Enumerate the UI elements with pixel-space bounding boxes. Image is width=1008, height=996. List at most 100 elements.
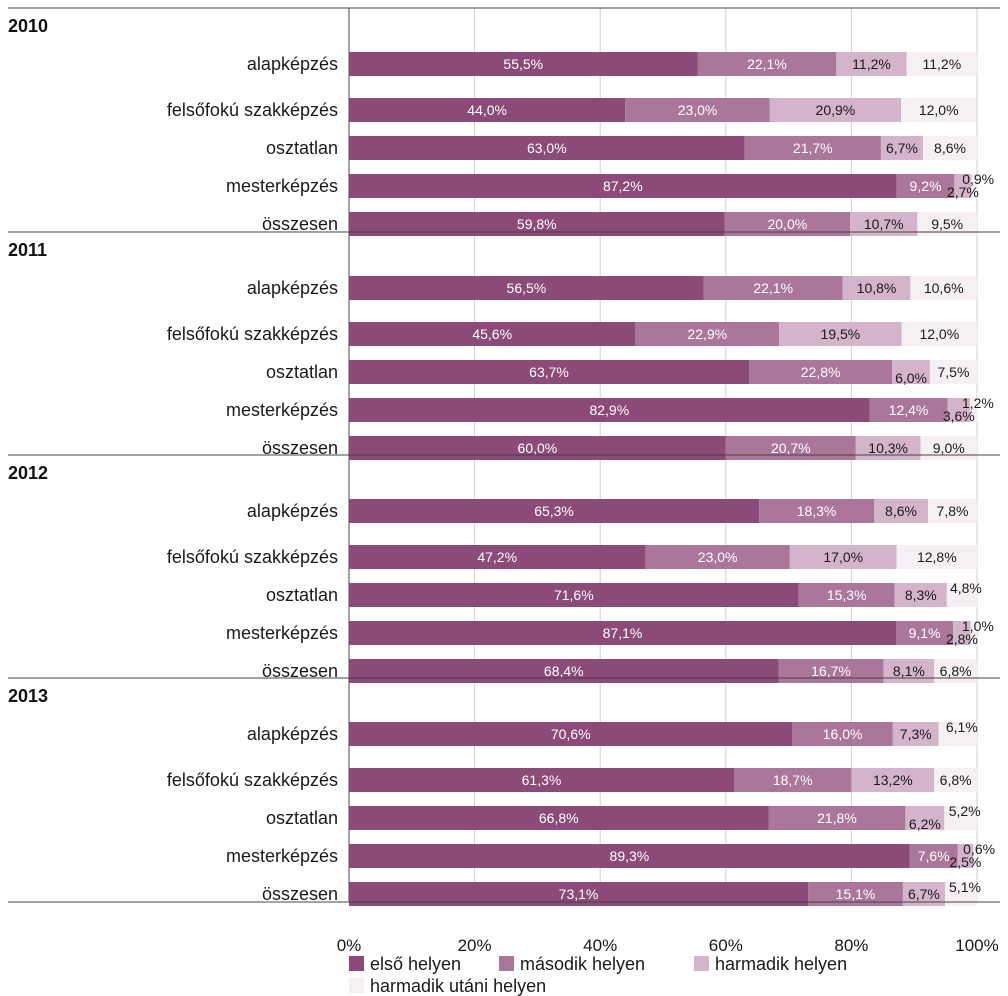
bar-value-label: 10,7% [864,216,904,232]
bar-value-label: 10,6% [924,280,964,296]
bar-segment-first [349,768,734,792]
bar-segment-first [349,806,769,830]
bar-segment-first [349,174,897,198]
bar-segment-first [349,722,793,746]
bar-value-label: 60,0% [518,440,558,456]
bar-segment-second [625,98,770,122]
x-tick-label: 0% [337,936,362,955]
bar-value-label: 23,0% [698,549,738,565]
bar-segment-after-third [910,276,977,300]
bar-value-label: 7,5% [937,364,969,380]
bar-segment-third [953,621,971,645]
bar-segment-after-third [971,174,977,198]
year-heading: 2012 [8,463,48,483]
bar-segment-after-third [901,322,977,346]
bar-segment-third [789,545,897,569]
legend-label: harmadik helyen [715,954,847,974]
bar-segment-third [883,659,935,683]
bar-segment-first [349,322,636,346]
bar-segment-second [749,360,893,384]
bar-segment-after-third [920,436,977,460]
bar-value-label: 6,8% [940,772,972,788]
bar-value-label: 47,2% [477,549,517,565]
bar-segment-after-third [929,360,977,384]
bar-segment-first [349,621,896,645]
bar-segment-first [349,499,760,523]
bar-segment-first [349,545,646,569]
bar-value-label: 0,6% [963,841,995,857]
bar-segment-after-third [934,659,977,683]
bar-segment-second [703,276,843,300]
x-tick-label: 20% [458,936,492,955]
bar-segment-second [645,545,790,569]
bar-value-label: 12,0% [919,102,959,118]
bar-value-label: 5,2% [949,803,981,819]
bar-value-label: 9,0% [933,440,965,456]
bar-segment-first [349,436,726,460]
bar-value-label: 22,9% [687,326,727,342]
bar-value-label: 6,2% [909,816,941,832]
bar-value-label: 82,9% [589,402,629,418]
year-heading: 2013 [8,686,48,706]
bar-segment-third [892,360,930,384]
bar-segment-third [954,174,972,198]
bar-segment-second [697,52,837,76]
category-label: osztatlan [266,138,338,158]
bar-value-label: 20,0% [767,216,807,232]
bar-value-label: 63,0% [527,140,567,156]
bar-segment-third [779,322,902,346]
category-label: összesen [262,661,338,681]
category-label: felsőfokú szakképzés [167,770,338,790]
bar-segment-second [744,136,881,160]
bar-value-label: 12,0% [919,326,959,342]
category-label: mesterképzés [226,400,338,420]
category-label: osztatlan [266,362,338,382]
bar-segment-third [836,52,907,76]
bar-value-label: 7,8% [937,503,969,519]
bar-segment-second [725,436,856,460]
bar-value-label: 9,1% [909,625,941,641]
bar-segment-first [349,583,799,607]
year-separators [8,7,1000,903]
category-label: felsőfokú szakképzés [167,324,338,344]
bar-value-label: 71,6% [554,587,594,603]
bar-value-label: 3,6% [943,408,975,424]
bar-value-label: 73,1% [559,886,599,902]
bar-value-label: 56,5% [507,280,547,296]
bar-segment-first [349,136,745,160]
bar-value-label: 21,8% [817,810,857,826]
bar-value-label: 22,8% [801,364,841,380]
bar-value-label: 44,0% [467,102,507,118]
bar-segment-after-third [973,844,977,868]
bar-value-label: 16,0% [823,726,863,742]
bar-value-label: 6,1% [946,719,978,735]
bar-segment-after-third [944,806,977,830]
bar-value-label: 1,0% [962,618,994,634]
bar-value-label: 63,7% [529,364,569,380]
bar-segment-third [880,136,923,160]
bar-segment-after-third [938,722,977,746]
bar-segment-first [349,276,704,300]
bar-segment-after-third [934,768,977,792]
bar-segment-second [778,659,884,683]
bar-value-label: 89,3% [610,848,650,864]
legend-swatch [499,956,514,971]
bar-value-label: 45,6% [472,326,512,342]
bar-segment-third [769,98,902,122]
bar-value-label: 6,7% [886,140,918,156]
bar-segment-after-third [901,98,977,122]
bar-value-label: 18,7% [773,772,813,788]
bar-value-label: 0,9% [962,171,994,187]
bar-segment-third [905,806,945,830]
bar-value-label: 4,8% [950,580,982,596]
bar-value-label: 61,3% [522,772,562,788]
bar-segment-third [842,276,911,300]
bar-value-label: 9,5% [931,216,963,232]
bar-segment-second [798,583,895,607]
bar-value-label: 12,4% [889,402,929,418]
legend-swatch [694,956,709,971]
bar-segment-first [349,844,910,868]
bar-segment-third [892,722,939,746]
bar-value-label: 66,8% [539,810,579,826]
